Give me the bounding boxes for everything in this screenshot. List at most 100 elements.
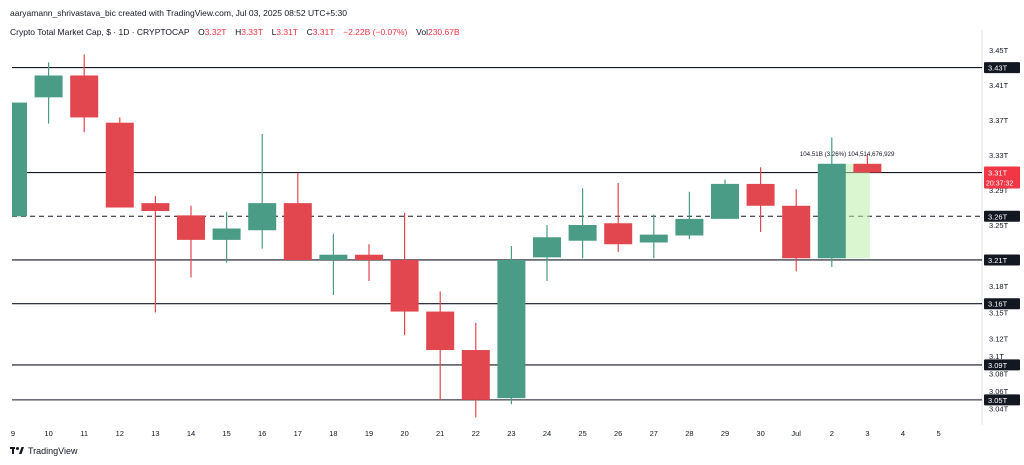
level-badge-text: 3.26T	[988, 212, 1008, 221]
x-tick-label: 24	[543, 429, 551, 438]
x-tick-label: 29	[721, 429, 729, 438]
candle-body	[283, 203, 312, 260]
high-value: 3.33T	[241, 27, 263, 37]
candle-body	[497, 259, 526, 399]
level-price-badge: 3.43T	[984, 62, 1020, 74]
x-tick-label: 5	[937, 429, 941, 438]
candle[interactable]	[390, 212, 419, 336]
y-tick-label: 3.25T	[989, 221, 1009, 230]
y-tick-label: 3.08T	[989, 370, 1009, 379]
candle-body	[746, 183, 775, 206]
candle-body	[12, 102, 27, 217]
tradingview-brand-text: TradingView	[28, 446, 78, 456]
symbol-legend: Crypto Total Market Cap, $ · 1D · CRYPTO…	[10, 27, 460, 37]
x-tick-label: 10	[44, 429, 52, 438]
x-tick-label: 17	[294, 429, 302, 438]
candle[interactable]	[34, 62, 63, 124]
candle-body	[212, 228, 241, 240]
open-value: 3.32T	[204, 27, 227, 37]
low-label: L	[271, 27, 277, 37]
y-tick-label: 3.18T	[989, 282, 1009, 291]
y-tick-label: 3.37T	[989, 116, 1009, 125]
level-badge-bg	[984, 298, 1020, 310]
candle-body	[355, 254, 383, 260]
candle[interactable]	[675, 191, 704, 239]
candle[interactable]	[817, 137, 846, 267]
candle[interactable]	[319, 233, 348, 295]
volume-value: 230.67B	[427, 27, 460, 37]
level-badge-text: 3.16T	[988, 300, 1008, 309]
current-price-badge: 3.31T 20:37:32	[984, 166, 1020, 189]
x-tick-label: 16	[258, 429, 266, 438]
level-badge-bg	[984, 210, 1020, 222]
close-label: C	[306, 27, 313, 37]
x-tick-label: 23	[507, 429, 515, 438]
candle-body	[141, 203, 170, 212]
y-tick-label: 3.45T	[989, 46, 1009, 55]
candle[interactable]	[568, 188, 597, 259]
x-tick-label: 12	[116, 429, 124, 438]
x-tick-label: 18	[329, 429, 337, 438]
created-by-text: aaryamann_shrivastava_bic created with T…	[10, 8, 347, 18]
level-badge-text: 3.09T	[988, 361, 1008, 370]
candle[interactable]	[355, 244, 383, 281]
candle-body	[853, 163, 882, 173]
level-badge-text: 3.43T	[988, 64, 1008, 73]
x-tick-label: 25	[578, 429, 586, 438]
candle[interactable]	[212, 211, 241, 263]
candle-body	[675, 218, 704, 236]
x-tick-label: 2	[830, 429, 834, 438]
y-tick-label: 3.12T	[989, 335, 1009, 344]
candle[interactable]	[70, 54, 99, 133]
candle[interactable]	[711, 179, 739, 219]
level-badge-bg	[984, 394, 1020, 406]
x-tick-label: 19	[365, 429, 373, 438]
candle-body	[177, 215, 205, 240]
candle-body	[604, 223, 633, 245]
candle-body	[817, 163, 846, 259]
y-tick-label: 3.15T	[989, 308, 1009, 317]
level-price-badge: 3.16T	[984, 298, 1020, 310]
level-badge-bg	[984, 359, 1020, 371]
candle[interactable]	[12, 102, 27, 217]
level-badge-bg	[984, 254, 1020, 266]
level-badge-bg	[984, 62, 1020, 74]
candle[interactable]	[426, 291, 455, 400]
candle[interactable]	[604, 183, 633, 253]
candle-body	[426, 311, 455, 351]
y-tick-label: 3.29T	[989, 186, 1009, 195]
candle[interactable]	[533, 225, 561, 281]
candle[interactable]	[497, 245, 526, 405]
candle-body	[461, 350, 490, 400]
x-tick-label: 26	[614, 429, 622, 438]
close-value: 3.31T	[312, 27, 335, 37]
x-tick-label: 11	[80, 429, 88, 438]
candle-body	[533, 237, 561, 258]
symbol-title[interactable]: Crypto Total Market Cap, $ · 1D · CRYPTO…	[10, 27, 190, 37]
candle[interactable]	[283, 172, 312, 260]
x-tick-label: 4	[901, 429, 905, 438]
candle-body	[711, 183, 739, 219]
x-tick-label: Jul	[791, 429, 801, 438]
candle[interactable]	[782, 189, 811, 272]
candle-body	[568, 225, 597, 241]
volume-label: Vol	[416, 27, 428, 37]
candle[interactable]	[461, 322, 490, 418]
candle[interactable]	[746, 167, 775, 232]
candle[interactable]	[105, 117, 134, 208]
x-tick-label: 3	[865, 429, 869, 438]
candle[interactable]	[141, 196, 170, 313]
candle[interactable]	[248, 134, 277, 249]
level-price-badge: 3.26T	[984, 210, 1020, 222]
candle-body	[390, 259, 419, 312]
candle[interactable]	[853, 155, 882, 173]
measure-label: 104.51B (3.26%) 104,514,676,929	[800, 151, 895, 158]
y-tick-label: 3.04T	[989, 405, 1009, 414]
tradingview-logo-icon	[10, 447, 24, 454]
current-price-text: 3.31T	[988, 169, 1008, 178]
x-tick-label: 15	[222, 429, 230, 438]
candle[interactable]	[177, 205, 205, 278]
candle[interactable]	[639, 214, 668, 259]
candle-body	[34, 75, 63, 98]
